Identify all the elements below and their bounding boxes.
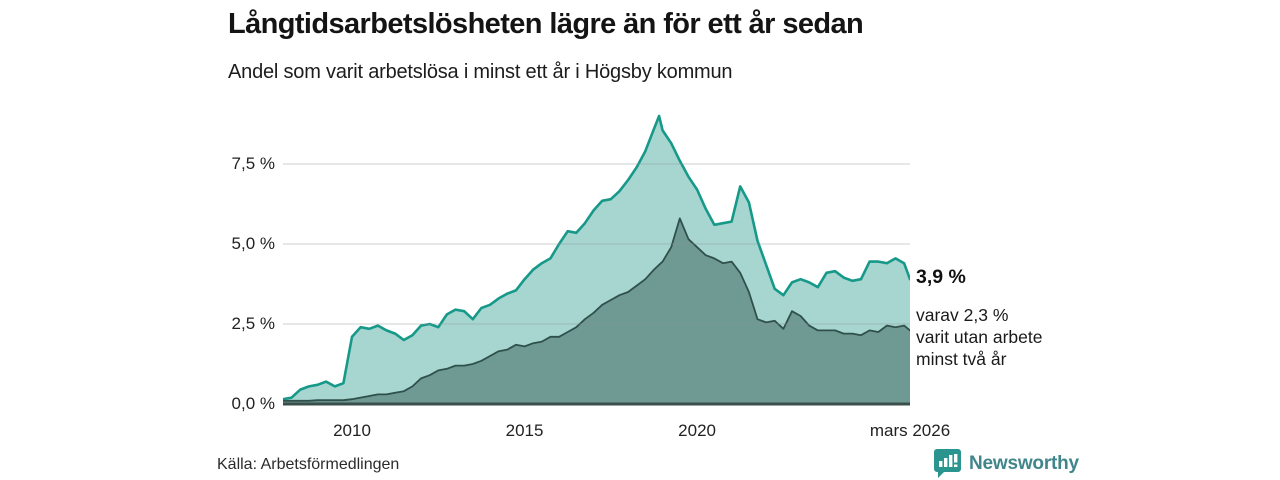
y-tick-label: 2,5 %: [231, 314, 275, 333]
x-tick-label: 2020: [678, 421, 716, 440]
x-tick-label: 2010: [333, 421, 371, 440]
x-tick-label: mars 2026: [869, 421, 951, 440]
x-tick-label: 2015: [505, 421, 544, 440]
page-title: Långtidsarbetslösheten lägre än för ett …: [228, 8, 864, 40]
detail-line-2: varit utan arbete: [916, 327, 1043, 347]
area-chart: [283, 114, 910, 406]
end-detail-label: varav 2,3 % varit utan arbete minst två …: [916, 304, 1042, 370]
end-value-label: 3,9 %: [916, 266, 966, 288]
detail-line-3: minst två år: [916, 349, 1007, 369]
y-tick-label: 0,0 %: [231, 394, 275, 413]
series-1-line: [283, 114, 910, 401]
series-2-line: [283, 217, 910, 402]
newsworthy-logo: Newsworthy: [934, 449, 1079, 478]
detail-line-1: varav 2,3 %: [916, 305, 1009, 325]
newsworthy-logo-icon: [934, 449, 961, 478]
chart-subtitle: Andel som varit arbetslösa i minst ett å…: [228, 61, 733, 83]
source-caption: Källa: Arbetsförmedlingen: [217, 456, 400, 473]
y-tick-label: 5,0 %: [231, 234, 275, 253]
newsworthy-logo-text: Newsworthy: [969, 452, 1079, 474]
y-tick-label: 7,5 %: [231, 154, 275, 173]
